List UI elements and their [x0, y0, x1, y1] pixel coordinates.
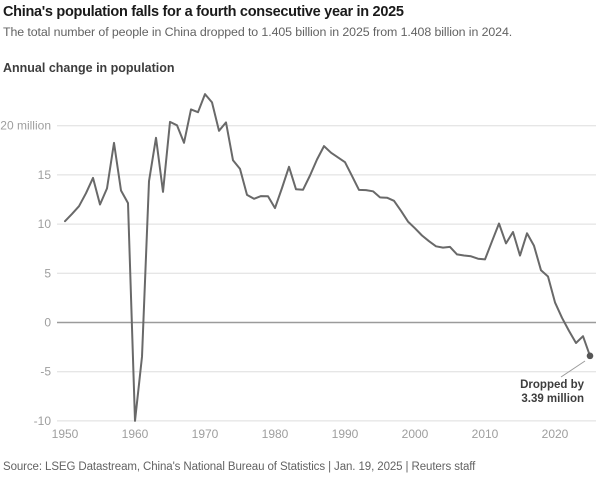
x-tick-label: 2010 [472, 427, 499, 441]
chart-title: Annual change in population [3, 61, 175, 75]
x-tick-label: 2000 [402, 427, 429, 441]
page-title: China's population falls for a fourth co… [3, 4, 404, 20]
annotation-label: Dropped by 3.39 million [520, 378, 584, 406]
y-tick-label: 20 million [0, 119, 51, 133]
y-tick-label: 0 [44, 316, 51, 330]
y-tick-label: 15 [38, 168, 52, 182]
population-change-line [64, 93, 591, 422]
end-point-dot [586, 352, 594, 360]
x-tick-label: 1970 [192, 427, 219, 441]
annotation-line1: Dropped by [520, 379, 584, 391]
x-tick-label: 1990 [332, 427, 359, 441]
x-tick-label: 1960 [122, 427, 149, 441]
y-tick-label: -10 [34, 414, 52, 428]
annotation-line2: 3.39 million [521, 393, 584, 405]
page-subtitle: The total number of people in China drop… [3, 25, 513, 39]
y-tick-label: 5 [44, 266, 51, 280]
x-tick-label: 2020 [542, 427, 569, 441]
y-tick-label: -5 [40, 365, 51, 379]
y-tick-label: 10 [38, 217, 52, 231]
x-tick-label: 1950 [52, 427, 79, 441]
x-tick-label: 1980 [262, 427, 289, 441]
source-line: Source: LSEG Datastream, China's Nationa… [3, 461, 476, 473]
annotation-leader-line [560, 360, 586, 378]
